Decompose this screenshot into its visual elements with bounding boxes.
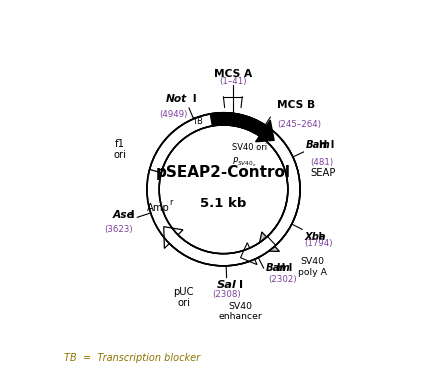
Text: Sal: Sal <box>217 280 236 290</box>
Text: SV40 ori: SV40 ori <box>232 142 267 152</box>
Polygon shape <box>150 113 300 266</box>
Text: (3623): (3623) <box>104 225 133 234</box>
Text: pSEAP2-Control: pSEAP2-Control <box>156 165 291 180</box>
Polygon shape <box>210 113 274 142</box>
Polygon shape <box>266 138 300 246</box>
Text: (2308): (2308) <box>212 291 241 300</box>
Text: Bam: Bam <box>266 263 291 273</box>
Text: 5.1 kb: 5.1 kb <box>200 197 247 210</box>
Text: I: I <box>315 232 322 242</box>
Text: MCS B: MCS B <box>278 100 316 110</box>
Text: TB: TB <box>192 117 203 126</box>
Text: (1–41): (1–41) <box>219 77 247 86</box>
Polygon shape <box>210 113 266 136</box>
Text: MCS A: MCS A <box>214 69 252 79</box>
Text: pUC
ori: pUC ori <box>173 287 194 308</box>
Text: TB  =  Transcription blocker: TB = Transcription blocker <box>64 353 200 364</box>
Text: f1
ori: f1 ori <box>114 139 127 160</box>
Polygon shape <box>257 138 300 251</box>
Polygon shape <box>207 252 242 266</box>
Text: SEAP: SEAP <box>310 168 336 178</box>
Text: I: I <box>235 280 243 290</box>
Text: H I: H I <box>277 263 292 273</box>
Polygon shape <box>147 113 300 266</box>
Text: I: I <box>112 210 135 220</box>
Text: Not: Not <box>165 95 187 104</box>
Text: (245–264): (245–264) <box>278 120 321 128</box>
Polygon shape <box>240 236 276 265</box>
Text: SV40
poly A: SV40 poly A <box>298 257 327 277</box>
Text: H I: H I <box>319 140 334 150</box>
Text: (1794): (1794) <box>304 239 333 248</box>
Text: (4949): (4949) <box>160 110 188 120</box>
Text: (481): (481) <box>311 158 334 167</box>
Text: I: I <box>189 95 197 104</box>
Text: $P_{SV40_e}$: $P_{SV40_e}$ <box>232 156 257 169</box>
Text: Bam: Bam <box>306 140 331 150</box>
Text: SV40
enhancer: SV40 enhancer <box>218 302 262 321</box>
Text: Amp: Amp <box>147 203 169 213</box>
Text: r: r <box>169 198 173 207</box>
Text: Xba: Xba <box>304 232 326 242</box>
Text: Ase: Ase <box>113 210 135 220</box>
Text: (2302): (2302) <box>268 275 297 284</box>
